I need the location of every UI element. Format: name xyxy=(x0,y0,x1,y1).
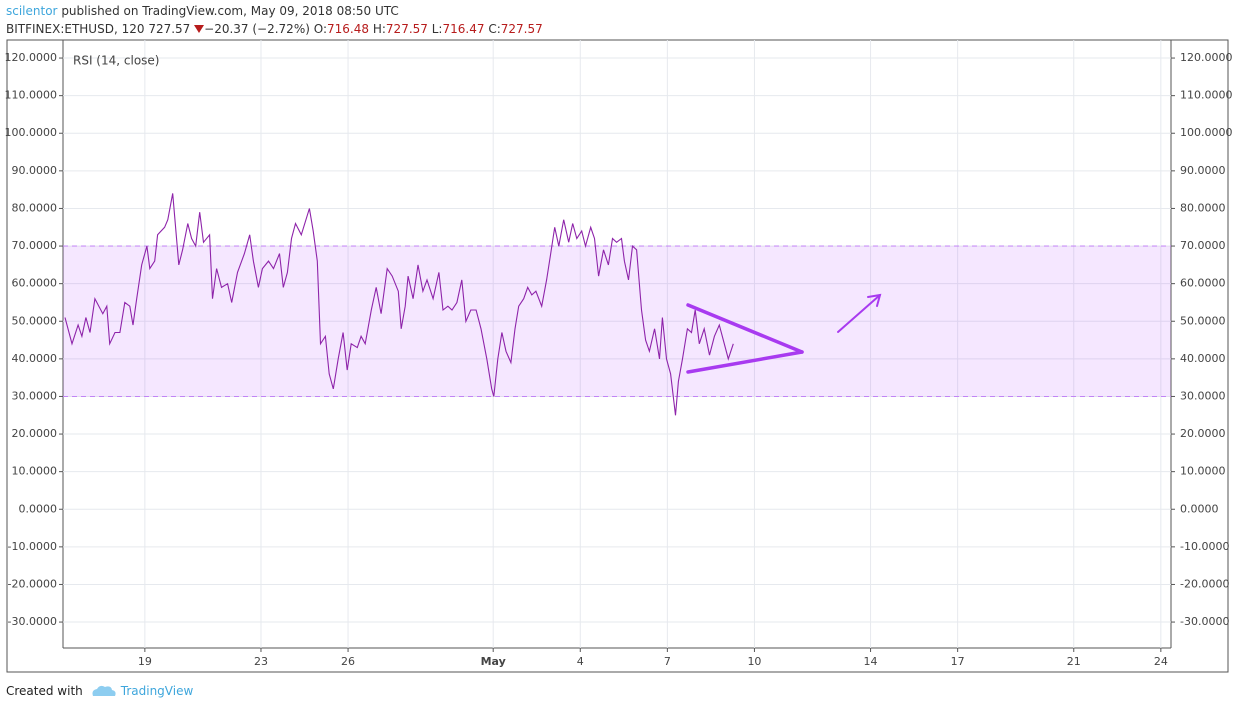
ohlc-h: 727.57 xyxy=(385,22,428,36)
triangle-upper xyxy=(686,303,804,354)
grid xyxy=(63,40,1171,648)
ohlc-l-label: L: xyxy=(431,22,443,36)
band xyxy=(63,245,1171,397)
y2-tick-label: 40.0000 xyxy=(1180,352,1226,365)
brand[interactable]: TradingView xyxy=(120,684,194,698)
y-tick-label: 30.0000 xyxy=(12,389,58,402)
drawing-triangle xyxy=(686,303,804,374)
rsi-band xyxy=(63,246,1171,397)
y2-tick-label: 100.0000 xyxy=(1180,126,1233,139)
published-info: published on TradingView.com, May 09, 20… xyxy=(57,4,399,18)
y2-tick-label: 30.0000 xyxy=(1180,389,1226,402)
y2-tick-label: 90.0000 xyxy=(1180,164,1226,177)
y2-tick-label: 70.0000 xyxy=(1180,239,1226,252)
x-tick-label: May xyxy=(481,655,506,668)
x-tick-label: 19 xyxy=(138,655,152,668)
indicator-label: RSI (14, close) xyxy=(73,54,159,68)
y-tick-label: 20.0000 xyxy=(12,427,58,440)
ohlc-c: 727.57 xyxy=(500,22,543,36)
x-tick-label: 26 xyxy=(341,655,355,668)
change: −20.37 (−2.72%) xyxy=(204,22,310,36)
y-tick-label: 0.0000 xyxy=(19,502,58,515)
y-tick-label: 70.0000 xyxy=(12,239,58,252)
y-tick-label: 10.0000 xyxy=(12,465,58,478)
y2-tick-label: 20.0000 xyxy=(1180,427,1226,440)
y-tick-label: 60.0000 xyxy=(12,277,58,290)
ohlc-l: 716.47 xyxy=(442,22,485,36)
y-tick-label: 120.0000 xyxy=(5,51,58,64)
x-tick-label: 17 xyxy=(951,655,965,668)
chart-frame xyxy=(6,39,1229,673)
y2-tick-label: -10.0000 xyxy=(1180,540,1229,553)
y2-tick-label: 110.0000 xyxy=(1180,89,1233,102)
x-tick-label: 14 xyxy=(864,655,878,668)
y-tick-label: 100.0000 xyxy=(5,126,58,139)
y-tick-label: -10.0000 xyxy=(8,540,57,553)
x-tick-label: 24 xyxy=(1154,655,1168,668)
y2-tick-label: -30.0000 xyxy=(1180,615,1229,628)
publish-line: scilentor published on TradingView.com, … xyxy=(6,4,399,18)
created-with: Created with xyxy=(6,684,83,698)
y2-tick-label: 120.0000 xyxy=(1180,51,1233,64)
footer: Created with TradingView xyxy=(6,684,193,698)
symbol-line: BITFINEX:ETHUSD, 120 727.57 −20.37 (−2.7… xyxy=(6,22,543,36)
triangle-lower xyxy=(686,350,804,374)
y-tick-label: 80.0000 xyxy=(12,201,58,214)
drawing-arrow xyxy=(837,293,882,333)
y-tick-label: 40.0000 xyxy=(12,352,58,365)
y2-tick-label: 10.0000 xyxy=(1180,465,1226,478)
series xyxy=(64,193,734,416)
y2-tick-label: 60.0000 xyxy=(1180,277,1226,290)
y2-tick-label: 80.0000 xyxy=(1180,201,1226,214)
ohlc-c-label: C: xyxy=(488,22,501,36)
down-icon xyxy=(194,25,205,33)
symbol: BITFINEX:ETHUSD, 120 xyxy=(6,22,145,36)
logo xyxy=(92,685,116,696)
y2-tick-label: 50.0000 xyxy=(1180,314,1226,327)
ohlc-o-label: O: xyxy=(313,22,328,36)
x-tick-label: 7 xyxy=(664,655,671,668)
x-tick-label: 23 xyxy=(254,655,268,668)
y-tick-label: 110.0000 xyxy=(5,89,58,102)
y-tick-label: 90.0000 xyxy=(12,164,58,177)
arrow-head xyxy=(867,293,882,307)
x-tick-label: 10 xyxy=(747,655,761,668)
y-tick-label: 50.0000 xyxy=(12,314,58,327)
arrow-shaft xyxy=(837,294,881,333)
ohlc-h-label: H: xyxy=(372,22,386,36)
y2-tick-label: 0.0000 xyxy=(1180,502,1219,515)
y-tick-label: -20.0000 xyxy=(8,577,57,590)
y-tick-label: -30.0000 xyxy=(8,615,57,628)
x-tick-label: 21 xyxy=(1067,655,1081,668)
y2-tick-label: -20.0000 xyxy=(1180,577,1229,590)
rsi-line xyxy=(64,193,734,416)
last-price: 727.57 xyxy=(148,22,191,36)
ohlc-o: 716.48 xyxy=(327,22,370,36)
author[interactable]: scilentor xyxy=(6,4,58,18)
x-tick-label: 4 xyxy=(577,655,584,668)
